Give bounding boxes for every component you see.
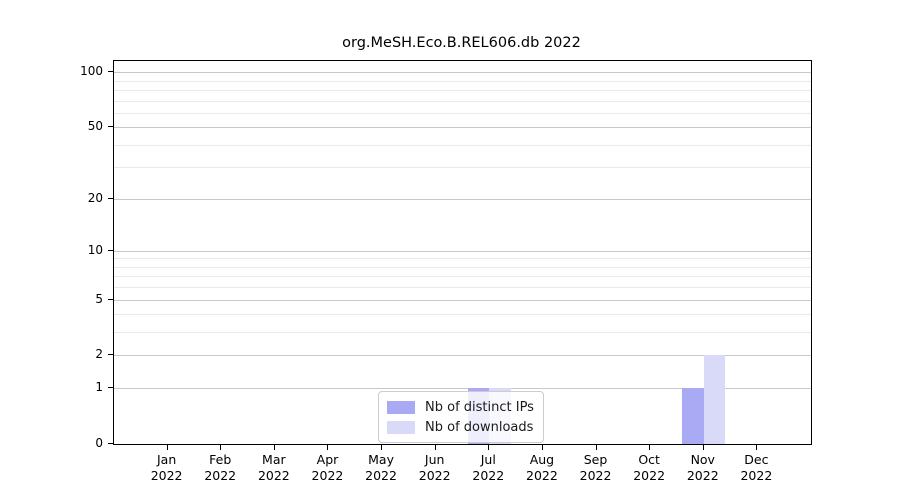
x-tick-label: Oct 2022 — [633, 452, 666, 483]
gridline-minor — [114, 287, 811, 289]
x-tick — [327, 445, 329, 450]
gridline-minor — [114, 80, 811, 82]
y-tick-label: 20 — [87, 190, 103, 205]
y-tick-label: 5 — [95, 291, 103, 306]
gridline-minor — [114, 167, 811, 169]
legend-entry-downloads: Nb of downloads — [387, 417, 534, 437]
chart-title: org.MeSH.Eco.B.REL606.db 2022 — [342, 35, 581, 51]
bar-nb-of-distinct-ips-nov — [682, 388, 704, 444]
gridline-minor — [114, 89, 811, 91]
x-tick — [595, 445, 597, 450]
x-tick — [541, 445, 543, 450]
y-tick-label: 10 — [87, 242, 103, 257]
legend-label-distinct-ips: Nb of distinct IPs — [425, 399, 534, 415]
x-tick — [381, 445, 383, 450]
y-tick — [108, 249, 113, 251]
x-tick-label: Mar 2022 — [257, 452, 290, 483]
y-tick — [108, 443, 113, 444]
gridline-minor — [114, 332, 811, 334]
legend-swatch-distinct-ips — [387, 400, 415, 414]
x-tick-label: Sep 2022 — [579, 452, 612, 483]
legend-entry-distinct-ips: Nb of distinct IPs — [387, 397, 534, 417]
x-tick — [166, 445, 168, 450]
x-tick-label: Jun 2022 — [418, 452, 451, 483]
y-tick — [108, 126, 113, 128]
gridline-minor — [114, 276, 811, 278]
y-tick-label: 2 — [95, 347, 103, 362]
gridline-minor — [114, 258, 811, 260]
gridline-major — [114, 127, 811, 129]
y-tick — [108, 71, 113, 73]
y-tick-label: 100 — [80, 64, 103, 79]
gridline-major — [114, 355, 811, 357]
x-tick-label: Nov 2022 — [686, 452, 719, 483]
gridline-major — [114, 250, 811, 252]
legend-label-downloads: Nb of downloads — [425, 419, 534, 435]
x-tick-label: May 2022 — [365, 452, 397, 483]
y-tick — [108, 354, 113, 356]
x-tick-label: Feb 2022 — [204, 452, 237, 483]
gridline-minor — [114, 144, 811, 146]
y-tick — [108, 387, 113, 389]
gridline-major — [114, 198, 811, 200]
x-tick-label: Jul 2022 — [472, 452, 505, 483]
bar-nb-of-downloads-nov — [703, 355, 726, 444]
x-tick — [273, 445, 275, 450]
y-tick — [108, 197, 113, 199]
x-tick — [220, 445, 222, 450]
y-tick-label: 1 — [95, 380, 103, 395]
gridline-major — [114, 388, 811, 390]
gridline-minor — [114, 100, 811, 102]
legend: Nb of distinct IPs Nb of downloads — [378, 391, 544, 443]
x-tick-label: Apr 2022 — [311, 452, 344, 483]
gridline-major — [114, 72, 811, 74]
x-tick — [702, 445, 704, 450]
x-tick — [434, 445, 436, 450]
plot-area: Nb of distinct IPs Nb of downloads — [113, 60, 812, 445]
gridline-minor — [114, 112, 811, 114]
x-tick-label: Aug 2022 — [526, 452, 558, 483]
legend-swatch-downloads — [387, 420, 415, 434]
gridline-minor — [114, 266, 811, 268]
x-tick-label: Jan 2022 — [150, 452, 183, 483]
gridline-minor — [114, 314, 811, 316]
x-tick — [756, 445, 758, 450]
y-tick-label: 50 — [87, 119, 103, 134]
x-tick-label: Dec 2022 — [740, 452, 773, 483]
y-tick — [108, 298, 113, 300]
y-tick-label: 0 — [95, 436, 103, 450]
gridline-major — [114, 299, 811, 301]
x-tick — [488, 445, 490, 450]
x-tick — [649, 445, 651, 450]
